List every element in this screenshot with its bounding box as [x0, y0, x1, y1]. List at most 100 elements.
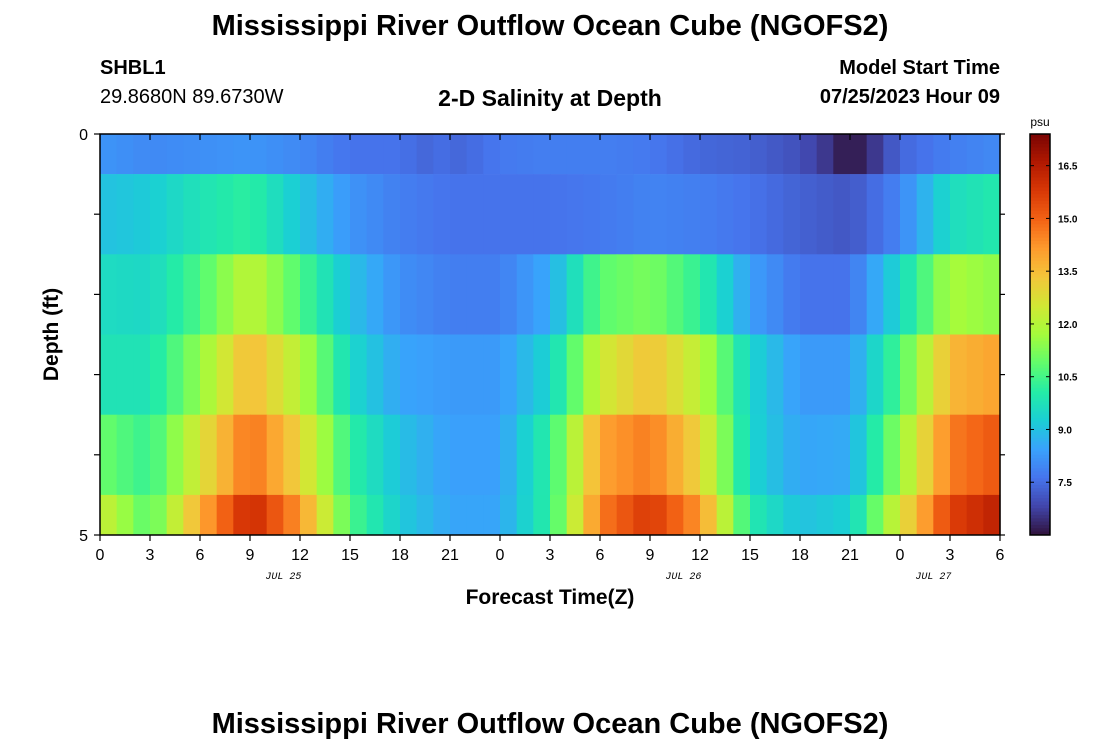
colorbar-swatch — [1030, 387, 1050, 392]
heatmap-cell — [733, 414, 751, 496]
heatmap-cell — [616, 334, 634, 415]
heatmap-cell — [866, 414, 884, 496]
colorbar-swatch — [1030, 287, 1050, 292]
colorbar-swatch — [1030, 491, 1050, 496]
colorbar-swatch — [1030, 428, 1050, 432]
heatmap-cell — [166, 174, 184, 255]
colorbar-swatch — [1030, 518, 1050, 523]
heatmap-cell — [233, 134, 251, 175]
heatmap-cell — [616, 414, 634, 496]
heatmap-cell — [950, 174, 968, 255]
heatmap-cell — [116, 414, 134, 496]
heatmap-cell — [783, 334, 801, 415]
colorbar-swatch — [1030, 157, 1050, 162]
heatmap-cell — [583, 334, 601, 415]
heatmap-cell — [166, 334, 184, 415]
heatmap-cell — [366, 414, 384, 496]
heatmap-cell — [283, 494, 301, 536]
heatmap-cell — [183, 174, 201, 255]
heatmap-cell — [650, 414, 668, 496]
heatmap-cell — [833, 334, 851, 415]
heatmap-cell — [916, 494, 934, 536]
colorbar-swatch — [1030, 277, 1050, 282]
heatmap-cell — [333, 334, 351, 415]
colorbar-swatch — [1030, 488, 1050, 493]
heatmap-cell — [500, 254, 518, 335]
heatmap-cell — [333, 174, 351, 255]
colorbar-swatch — [1030, 184, 1050, 188]
heatmap-cell — [383, 134, 401, 175]
y-axis-label: Depth (ft) — [40, 288, 63, 381]
colorbar-unit-label: psu — [1030, 115, 1049, 129]
heatmap-cell — [116, 174, 134, 255]
colorbar-swatch — [1030, 434, 1050, 439]
heatmap-cell — [816, 494, 834, 536]
colorbar-swatch — [1030, 257, 1050, 262]
heatmap-cell — [550, 494, 568, 536]
colorbar-swatch — [1030, 504, 1050, 509]
heatmap-cell — [566, 334, 584, 415]
heatmap-cell — [950, 134, 968, 175]
date-label: JUL 25 — [265, 572, 301, 583]
colorbar-tick-label: 13.5 — [1058, 267, 1078, 278]
chart-title: Mississippi River Outflow Ocean Cube (NG… — [211, 10, 889, 42]
heatmap-cell — [566, 134, 584, 175]
colorbar-swatch — [1030, 511, 1050, 516]
heatmap-cell — [766, 334, 784, 415]
heatmap-cell — [216, 334, 234, 415]
heatmap-cell — [716, 414, 734, 496]
colorbar-swatch — [1030, 224, 1050, 229]
station-id: SHBL1 — [100, 57, 166, 79]
heatmap-cell — [950, 494, 968, 536]
heatmap-cell — [816, 174, 834, 255]
heatmap-cell — [700, 174, 718, 255]
heatmap-cell — [833, 174, 851, 255]
colorbar-swatch — [1030, 304, 1050, 309]
heatmap-cell — [800, 254, 818, 335]
heatmap-cell — [583, 174, 601, 255]
heatmap-cell — [300, 414, 318, 496]
station-coordinates: 29.8680N 89.6730W — [100, 86, 284, 108]
x-tick-label: 21 — [441, 547, 459, 564]
heatmap-cell — [333, 134, 351, 175]
heatmap-cell — [966, 174, 984, 255]
colorbar-swatch — [1030, 344, 1050, 349]
heatmap-cell — [800, 414, 818, 496]
chart-subtitle: 2-D Salinity at Depth — [438, 85, 662, 111]
colorbar-swatch — [1030, 461, 1050, 466]
colorbar-swatch — [1030, 421, 1050, 426]
colorbar-swatch — [1030, 367, 1050, 372]
heatmap-cell — [933, 174, 951, 255]
colorbar-swatch — [1030, 234, 1050, 239]
x-tick-label: 3 — [946, 547, 955, 564]
heatmap-cell — [116, 134, 134, 175]
heatmap-cell — [266, 414, 284, 496]
heatmap-cell — [416, 414, 434, 496]
heatmap-cell — [700, 134, 718, 175]
heatmap-cell — [516, 254, 534, 335]
heatmap-cell — [216, 134, 234, 175]
heatmap-cell — [433, 494, 451, 536]
heatmap-cell — [183, 134, 201, 175]
heatmap-cell — [916, 414, 934, 496]
colorbar-swatch — [1030, 444, 1050, 449]
heatmap-cell — [766, 414, 784, 496]
heatmap-cell — [250, 134, 268, 175]
heatmap-cell — [883, 334, 901, 415]
heatmap-cell — [166, 134, 184, 175]
heatmap-cell — [466, 174, 484, 255]
heatmap-cell — [100, 174, 118, 255]
heatmap-cell — [383, 414, 401, 496]
heatmap-cell — [600, 254, 618, 335]
heatmap-cell — [533, 134, 551, 175]
heatmap-cell — [433, 254, 451, 335]
x-axis-label: Forecast Time(Z) — [466, 586, 635, 609]
heatmap-cell — [200, 254, 218, 335]
heatmap-cell — [833, 414, 851, 496]
colorbar-swatch — [1030, 194, 1050, 198]
heatmap-cell — [900, 174, 918, 255]
heatmap-cell — [200, 334, 218, 415]
colorbar-swatch — [1030, 337, 1050, 342]
heatmap-cell — [866, 494, 884, 536]
colorbar-swatch — [1030, 187, 1050, 192]
